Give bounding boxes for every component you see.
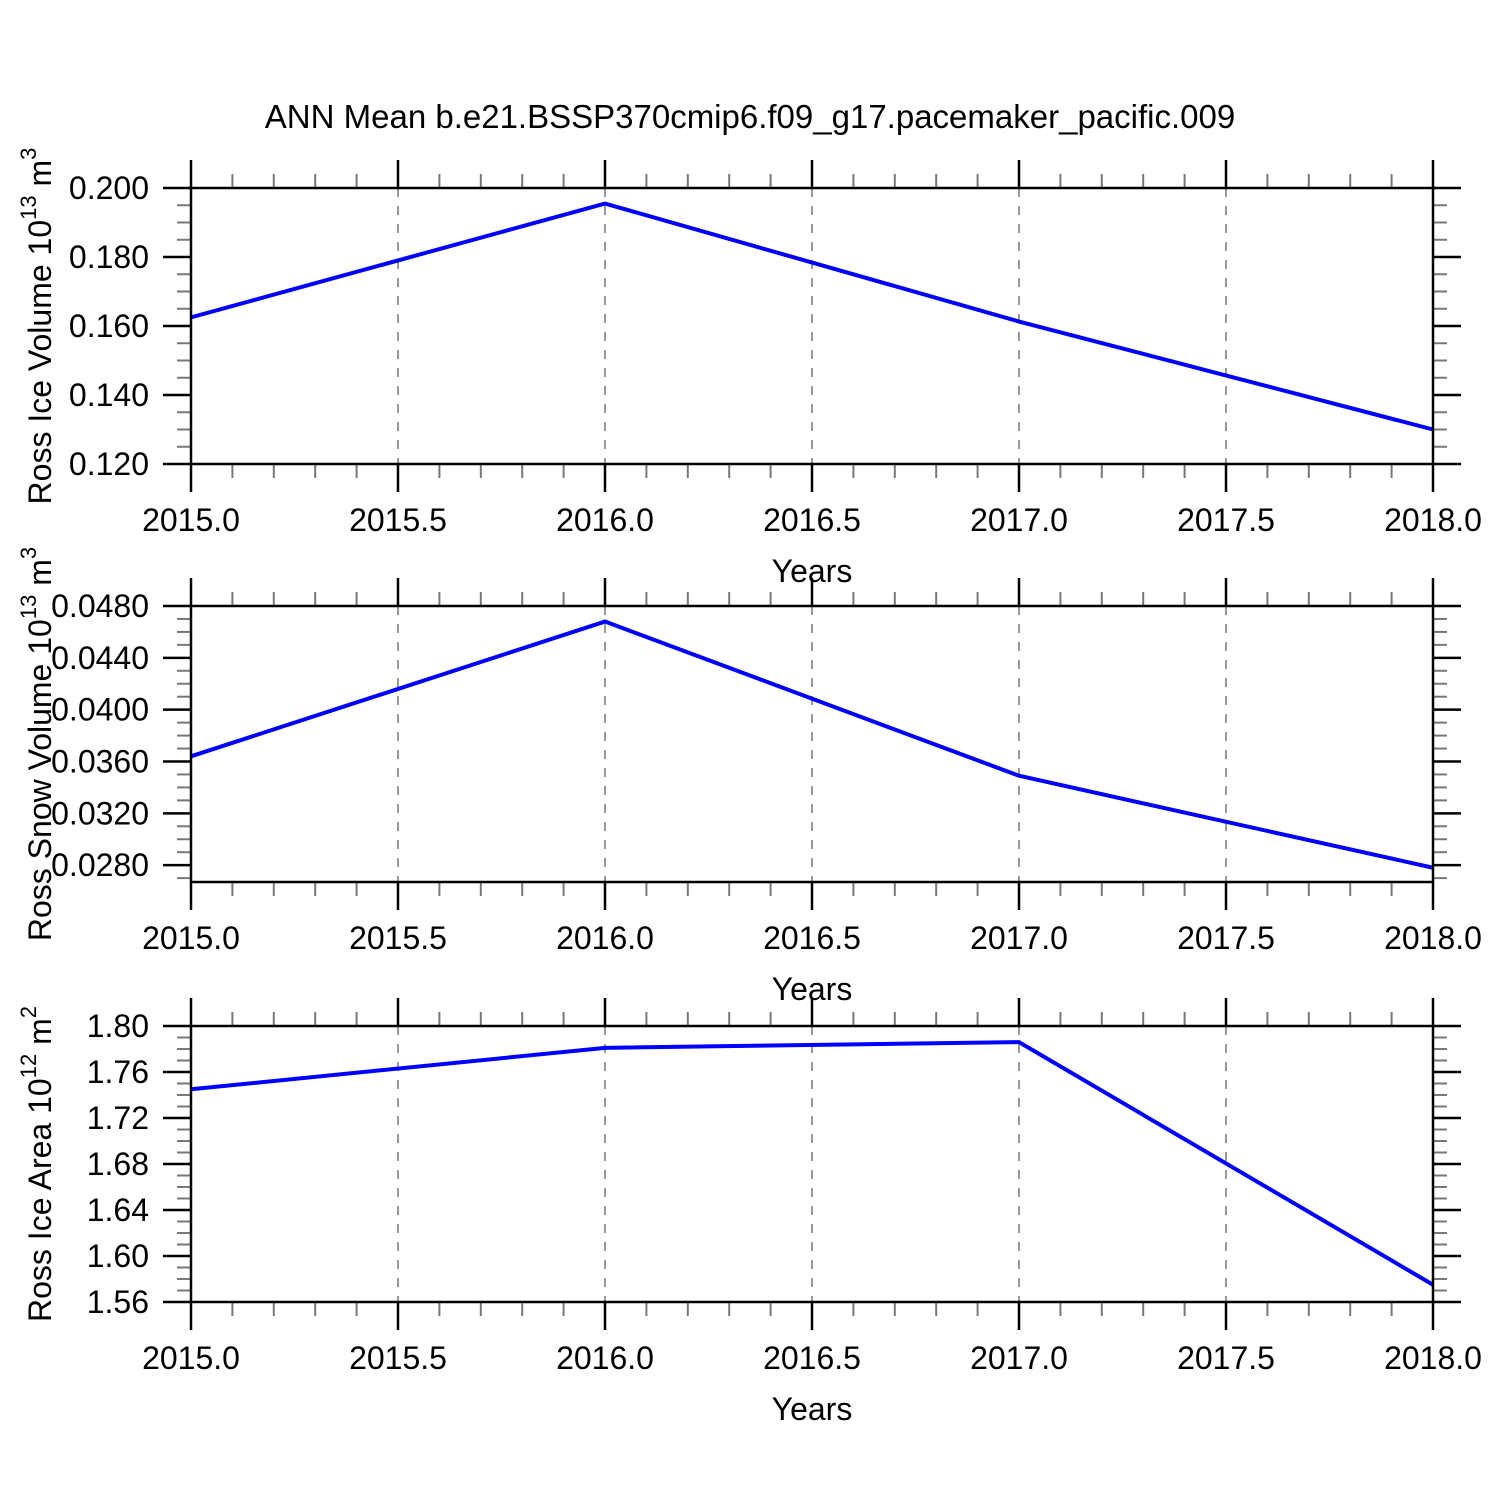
x-tick-label: 2016.0	[556, 1340, 654, 1376]
y-tick-label: 0.200	[69, 170, 149, 206]
x-tick-label: 2017.5	[1177, 502, 1275, 538]
chart-title: ANN Mean b.e21.BSSP370cmip6.f09_g17.pace…	[265, 98, 1235, 135]
x-tick-label: 2018.0	[1384, 920, 1482, 956]
y-tick-label: 0.0480	[51, 588, 149, 624]
y-axis-title: Ross Snow Volume 1013 m3	[16, 547, 59, 941]
y-axis-title: Ross Ice Area 1012 m2	[16, 1006, 59, 1322]
x-tick-label: 2018.0	[1384, 502, 1482, 538]
panel-frame	[189, 1024, 1435, 1304]
x-tick-label: 2015.5	[349, 502, 447, 538]
y-tick-label: 1.68	[87, 1146, 149, 1182]
y-axis-title-part: 2	[16, 1006, 41, 1018]
y-axis-title-part: 13	[16, 595, 41, 619]
x-tick-label: 2016.5	[763, 1340, 861, 1376]
y-tick-label: 0.0400	[51, 692, 149, 728]
panel-3: 2015.0 2015.5 2016.0 2016.5 2017.0 2017.5 2018…	[16, 998, 1482, 1427]
panel-frame	[189, 604, 1435, 884]
x-tick-label: 2017.0	[970, 1340, 1068, 1376]
y-axis-title-part: 12	[16, 1054, 41, 1078]
y-tick-label: 0.0440	[51, 640, 149, 676]
y-tick-label: 1.60	[87, 1238, 149, 1274]
x-tick-label: 2015.0	[142, 1340, 240, 1376]
x-tick-label: 2017.5	[1177, 1340, 1275, 1376]
x-tick-label: 2015.0	[142, 920, 240, 956]
y-tick-label: 0.0280	[51, 847, 149, 883]
data-line-ross-ice-area	[190, 1040, 1435, 1287]
x-tick-label: 2018.0	[1384, 1340, 1482, 1376]
x-axis-title: Years	[772, 1391, 853, 1427]
x-tick-label: 2017.0	[970, 920, 1068, 956]
y-tick-label: 1.76	[87, 1054, 149, 1090]
y-tick-label: 0.0360	[51, 743, 149, 779]
data-line-ross-ice-volume	[190, 201, 1434, 432]
panel-1: 2015.0 2015.5 2016.0 2016.5 2017.0 2017.5 2018…	[16, 148, 1482, 589]
x-tick-label: 2015.0	[142, 502, 240, 538]
y-tick-label: 0.180	[69, 239, 149, 275]
y-axis-title-part: 3	[16, 148, 41, 160]
y-axis-title-part: m	[22, 559, 58, 595]
x-tick-label: 2016.5	[763, 502, 861, 538]
x-tick-label: 2017.5	[1177, 920, 1275, 956]
panel-frame	[189, 186, 1435, 466]
y-tick-label: 1.64	[87, 1192, 149, 1228]
panel-2: 2015.0 2015.5 2016.0 2016.5 2017.0 2017.5 2018…	[16, 547, 1482, 1007]
y-axis-title-part: 3	[16, 547, 41, 559]
y-axis-title: Ross Ice Volume 1013 m3	[16, 148, 59, 505]
y-tick-label: 0.120	[69, 446, 149, 482]
y-tick-label: 0.160	[69, 308, 149, 344]
y-axis-title-part: Ross Snow Volume 10	[22, 619, 58, 941]
x-tick-label: 2015.5	[349, 920, 447, 956]
x-tick-label: 2016.0	[556, 502, 654, 538]
y-axis-title-part: m	[22, 1018, 58, 1054]
y-axis-title-part: m	[22, 160, 58, 196]
y-axis-title-part: Ross Ice Area 10	[22, 1078, 58, 1322]
y-axis-title-part: Ross Ice Volume 10	[22, 220, 58, 505]
y-tick-label: 1.80	[87, 1008, 149, 1044]
data-line-ross-snow-volume	[190, 619, 1434, 870]
y-axis-title-part: 13	[16, 195, 41, 219]
y-tick-label: 0.0320	[51, 795, 149, 831]
x-tick-label: 2016.0	[556, 920, 654, 956]
x-tick-label: 2016.5	[763, 920, 861, 956]
y-tick-label: 1.56	[87, 1284, 149, 1320]
x-tick-label: 2017.0	[970, 502, 1068, 538]
x-tick-label: 2015.5	[349, 1340, 447, 1376]
y-tick-label: 0.140	[69, 377, 149, 413]
y-tick-label: 1.72	[87, 1100, 149, 1136]
